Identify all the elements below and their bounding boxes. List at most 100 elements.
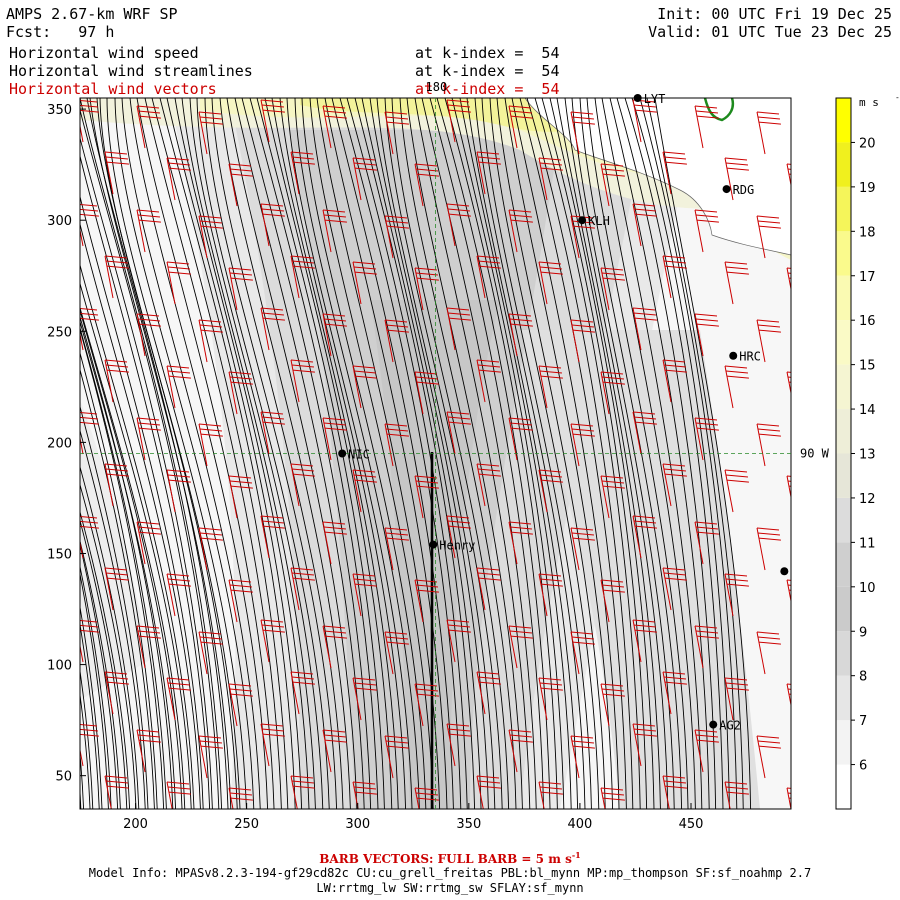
barb-staff: [600, 683, 610, 727]
barb-flag: [540, 479, 563, 483]
barb-staff: [104, 359, 114, 403]
barb-flag: [694, 625, 718, 629]
barb-staff: [632, 307, 642, 351]
barb-flag: [634, 317, 657, 321]
barb-flag: [136, 209, 160, 213]
barb-flag: [447, 104, 471, 108]
wind-barb: [446, 307, 471, 351]
barb-flag: [415, 480, 439, 484]
barb-flag: [663, 780, 687, 784]
barb-staff: [290, 671, 300, 715]
barb-flag: [696, 427, 719, 431]
wind-barb: [756, 423, 781, 467]
wind-barb: [538, 469, 563, 513]
field-3-level: at k-index = 54: [415, 80, 560, 98]
streamline: [80, 306, 186, 809]
barb-flag: [788, 589, 791, 591]
wind-barb: [600, 787, 625, 809]
streamline: [80, 108, 220, 809]
streamline: [564, 98, 669, 809]
streamline: [249, 98, 379, 809]
barb-flag: [694, 209, 718, 213]
barb-flag: [725, 786, 749, 790]
barb-flag: [478, 785, 501, 789]
barb-flag: [352, 469, 376, 473]
barb-staff: [260, 723, 270, 767]
barb-staff: [384, 215, 394, 259]
wind-barb: [508, 313, 533, 357]
colorbar-swatch: [836, 586, 851, 632]
wind-barb: [198, 111, 223, 155]
barb-staff: [136, 625, 146, 669]
barb-flag: [509, 214, 533, 218]
barb-staff: [446, 203, 456, 247]
barb-flag: [322, 729, 346, 733]
wind-barb: [600, 683, 625, 727]
barb-flag: [136, 105, 160, 109]
barb-flag: [80, 624, 99, 628]
barb-flag: [352, 573, 376, 577]
barb-flag: [633, 728, 657, 732]
barb-flag: [571, 636, 595, 640]
colorbar-label: 10: [859, 581, 876, 596]
barb-flag: [539, 578, 563, 582]
barb-flag: [104, 671, 128, 675]
barb-flag: [228, 475, 252, 479]
barb-staff: [290, 359, 300, 403]
barb-staff: [632, 411, 642, 455]
wind-barb: [694, 521, 719, 565]
barb-flag: [230, 589, 253, 593]
barb-flag: [788, 381, 791, 383]
barb-flag: [664, 473, 687, 477]
barb-flag: [167, 786, 191, 790]
barb-staff: [786, 475, 791, 500]
barb-staff: [260, 99, 270, 143]
streamline: [0, 98, 56, 809]
barb-staff: [538, 261, 548, 305]
barb-flag: [136, 625, 160, 629]
barb-flag: [725, 162, 749, 166]
barb-staff: [508, 729, 518, 773]
barb-flag: [323, 318, 347, 322]
streamline: [114, 98, 255, 809]
barb-flag: [352, 677, 376, 681]
barb-staff: [104, 151, 114, 195]
barb-flag: [446, 203, 470, 207]
barb-staff: [508, 417, 518, 461]
barb-flag: [476, 463, 500, 467]
barb-flag: [80, 104, 99, 108]
barb-flag: [539, 266, 563, 270]
colorbar-swatch: [836, 409, 851, 454]
streamline: [541, 98, 648, 809]
barb-flag: [352, 365, 376, 369]
barb-flag: [260, 723, 284, 727]
barb-flag: [602, 589, 625, 593]
barb-flag: [448, 733, 471, 737]
barb-flag: [384, 527, 408, 531]
barb-staff: [352, 573, 362, 617]
wind-barb: [724, 781, 749, 809]
streamline: [511, 98, 620, 809]
wind-barb: [756, 319, 781, 363]
barb-staff: [166, 573, 176, 617]
wind-barb: [446, 515, 471, 559]
field-3-name: Horizontal wind vectors: [9, 80, 217, 98]
barb-flag: [292, 369, 315, 373]
barb-flag: [138, 323, 161, 327]
barb-flag: [662, 151, 686, 155]
barb-flag: [509, 110, 533, 114]
barb-staff: [600, 267, 610, 311]
barb-flag: [292, 681, 315, 685]
wind-barb: [570, 319, 595, 363]
barb-flag: [508, 105, 532, 109]
barb-staff: [600, 475, 610, 519]
barb-flag: [478, 681, 501, 685]
streamline: [646, 98, 744, 809]
barb-flag: [570, 319, 594, 323]
colorbar-label: 17: [859, 270, 876, 285]
streamline: [0, 98, 53, 809]
streamline: [264, 98, 393, 809]
wind-barb: [104, 671, 129, 715]
streamline: [80, 154, 211, 809]
barb-staff: [694, 729, 704, 773]
